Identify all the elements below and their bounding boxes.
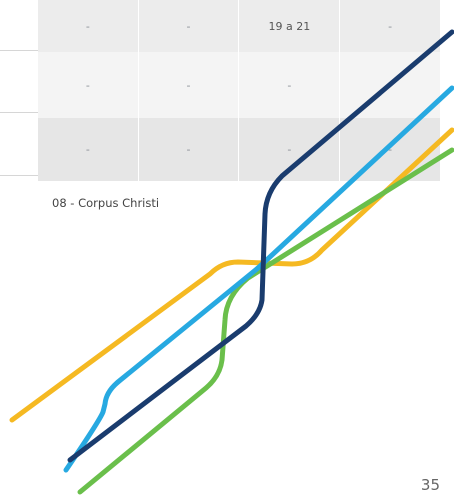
- line-navy: [67, 29, 454, 463]
- cell: -: [138, 0, 240, 52]
- cell: -: [339, 0, 440, 52]
- line-yellow: [9, 127, 454, 423]
- cell: -: [38, 52, 139, 118]
- cell: -: [138, 52, 240, 118]
- rule: [0, 112, 38, 113]
- cell: -: [238, 52, 341, 118]
- footnote: 08 - Corpus Christi: [52, 196, 160, 210]
- line-blue: [63, 85, 454, 473]
- cell: -: [38, 0, 139, 52]
- cell: -: [138, 118, 240, 181]
- table: - - 19 a 21 - - - - - - - - -: [38, 0, 440, 181]
- page-number: 35: [420, 476, 440, 494]
- rule: [0, 175, 38, 176]
- cell: -: [38, 118, 139, 181]
- table-row: - - - -: [38, 52, 440, 118]
- rule: [0, 50, 38, 51]
- table-row: - - 19 a 21 -: [38, 0, 440, 52]
- cell: 19 a 21: [238, 0, 341, 52]
